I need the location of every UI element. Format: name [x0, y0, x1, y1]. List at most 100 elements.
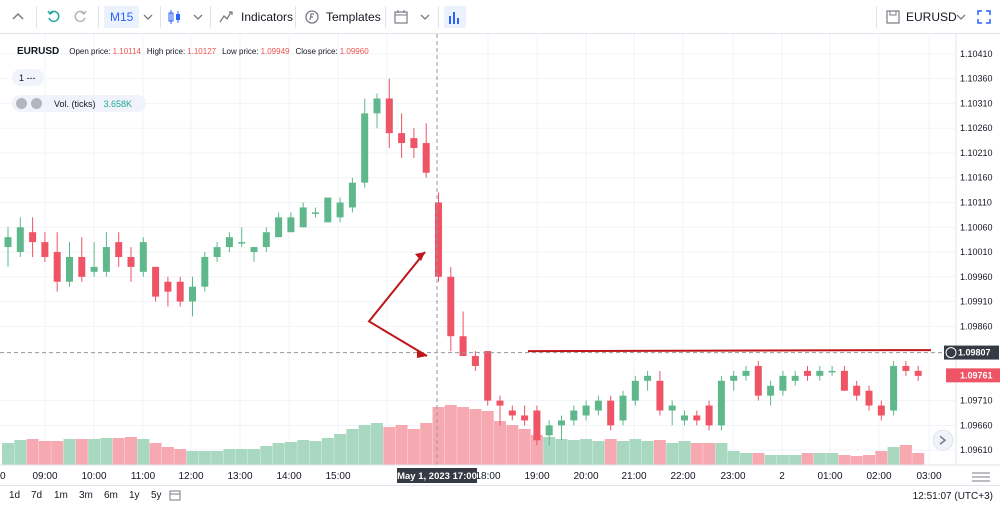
price-tick-label: 1.09910: [960, 297, 993, 307]
candle-body: [287, 217, 295, 233]
candles-type-icon[interactable]: [166, 0, 184, 34]
symbol-label: EURUSD: [906, 10, 957, 24]
indicators-button[interactable]: Indicators: [219, 0, 293, 34]
candle-body: [631, 380, 639, 401]
remove-indicator-icon[interactable]: [16, 98, 27, 109]
candle-body: [410, 138, 418, 149]
time-tick-label: 2: [779, 471, 785, 482]
volume-label: Vol. (ticks): [54, 98, 96, 109]
candle-body: [877, 405, 885, 416]
volume-bar: [420, 423, 433, 465]
candle-body: [398, 133, 406, 144]
range-3m-button[interactable]: 3m: [79, 490, 93, 501]
calendar-chevron-down-icon[interactable]: [419, 0, 431, 34]
volume-bar: [838, 455, 851, 465]
range-7d-button[interactable]: 7d: [31, 490, 43, 501]
candle-body: [53, 252, 61, 282]
price-chart[interactable]: 1.10410 1.10360 1.10310 1.10260 1.10210 1.101…: [0, 34, 1000, 485]
candle-body: [582, 405, 590, 416]
collapsed-legend-pill[interactable]: 1 ---: [12, 69, 44, 86]
indicators-label: Indicators: [241, 10, 294, 24]
time-tick-label: 12:00: [178, 471, 203, 482]
volume-bar: [752, 453, 765, 465]
volume-toggle[interactable]: [443, 6, 467, 28]
candle-body: [484, 351, 492, 401]
interval-selector[interactable]: M15: [104, 6, 140, 28]
volume-bar: [235, 449, 248, 465]
candle-body: [853, 385, 861, 396]
bottom-bar: 1d 7d 1m 3m 6m 1y 5y 12:51:07 (UTC+3): [0, 485, 1000, 507]
undo-icon[interactable]: [46, 0, 62, 34]
candle-body: [791, 375, 799, 381]
candle-body: [176, 281, 184, 302]
time-tick-label: 09:00: [32, 471, 57, 482]
interval-label[interactable]: M15: [104, 6, 140, 28]
candle-body: [840, 370, 848, 391]
redo-icon[interactable]: [72, 0, 88, 34]
candle-body: [201, 256, 209, 287]
scroll-to-realtime-button: [932, 429, 954, 451]
volume-bar: [112, 438, 125, 465]
fullscreen-icon[interactable]: [976, 0, 992, 34]
volume-bar: [813, 453, 826, 465]
crosshair-time-box: [397, 468, 477, 483]
volume-bar: [580, 439, 593, 465]
volume-bar: [653, 440, 666, 465]
volume-bar: [543, 437, 556, 465]
volume-bar: [88, 439, 101, 465]
range-6m-button[interactable]: 6m: [104, 490, 118, 501]
candle-body: [656, 380, 664, 411]
volume-bar: [14, 440, 27, 465]
range-5y-button[interactable]: 5y: [151, 490, 162, 501]
volume-bar: [75, 439, 88, 465]
candle-body: [164, 281, 172, 292]
range-1m-button[interactable]: 1m: [54, 490, 68, 501]
candle-body: [570, 410, 578, 421]
candle-body: [828, 370, 836, 373]
calendar-icon[interactable]: [393, 0, 409, 34]
volume-bar: [690, 443, 703, 465]
candle-body: [471, 356, 479, 366]
candle-body: [66, 256, 73, 282]
toolbar-separator: [160, 6, 161, 28]
time-tick-label: 15:00: [325, 471, 350, 482]
toolbar-separator: [438, 6, 439, 28]
volume-bar: [764, 455, 777, 465]
collapsed-legend-value: 1 ---: [19, 72, 36, 83]
candle-body: [299, 207, 307, 228]
price-tick-label: 1.10110: [960, 197, 992, 207]
candle-body: [693, 415, 701, 421]
volume-legend-pill[interactable]: Vol. (ticks) 3.658K: [12, 95, 146, 112]
volume-bar: [444, 405, 457, 465]
templates-icon: [305, 10, 319, 24]
templates-button[interactable]: Templates: [304, 0, 381, 34]
top-toolbar: M15 Indicators Templates EURUSD: [0, 0, 1000, 34]
candle-body: [373, 98, 381, 114]
volume-bar: [666, 443, 679, 465]
price-tick-label: 1.09860: [960, 321, 993, 331]
candle-body: [902, 365, 910, 371]
last-price-label: 1.09761: [960, 370, 993, 380]
interval-chevron-down-icon[interactable]: [142, 0, 154, 34]
volume-bar: [432, 407, 445, 465]
chart-type-chevron-down-icon[interactable]: [192, 0, 204, 34]
candle-body: [619, 395, 627, 421]
axis-settings-icon: [972, 472, 990, 482]
collapse-chevron-icon[interactable]: [10, 0, 26, 34]
candle-body: [594, 400, 602, 411]
volume-bar: [248, 449, 260, 465]
candle-body: [816, 370, 824, 376]
range-1y-button[interactable]: 1y: [129, 490, 140, 501]
volume-bar: [334, 434, 347, 465]
volume-bar: [555, 439, 568, 465]
symbol-chevron-down-icon[interactable]: [955, 0, 967, 34]
symbol-selector[interactable]: EURUSD: [886, 0, 957, 34]
range-1d-button[interactable]: 1d: [9, 490, 21, 501]
candle-body: [262, 232, 270, 248]
time-tick-label: 11:00: [131, 471, 156, 482]
candle-body: [78, 256, 86, 277]
legend-open-label: Open price:: [69, 47, 111, 56]
legend-high-value: 1.10127: [187, 47, 217, 56]
date-range-calendar-icon[interactable]: [169, 489, 181, 504]
settings-gear-icon[interactable]: [31, 98, 42, 109]
